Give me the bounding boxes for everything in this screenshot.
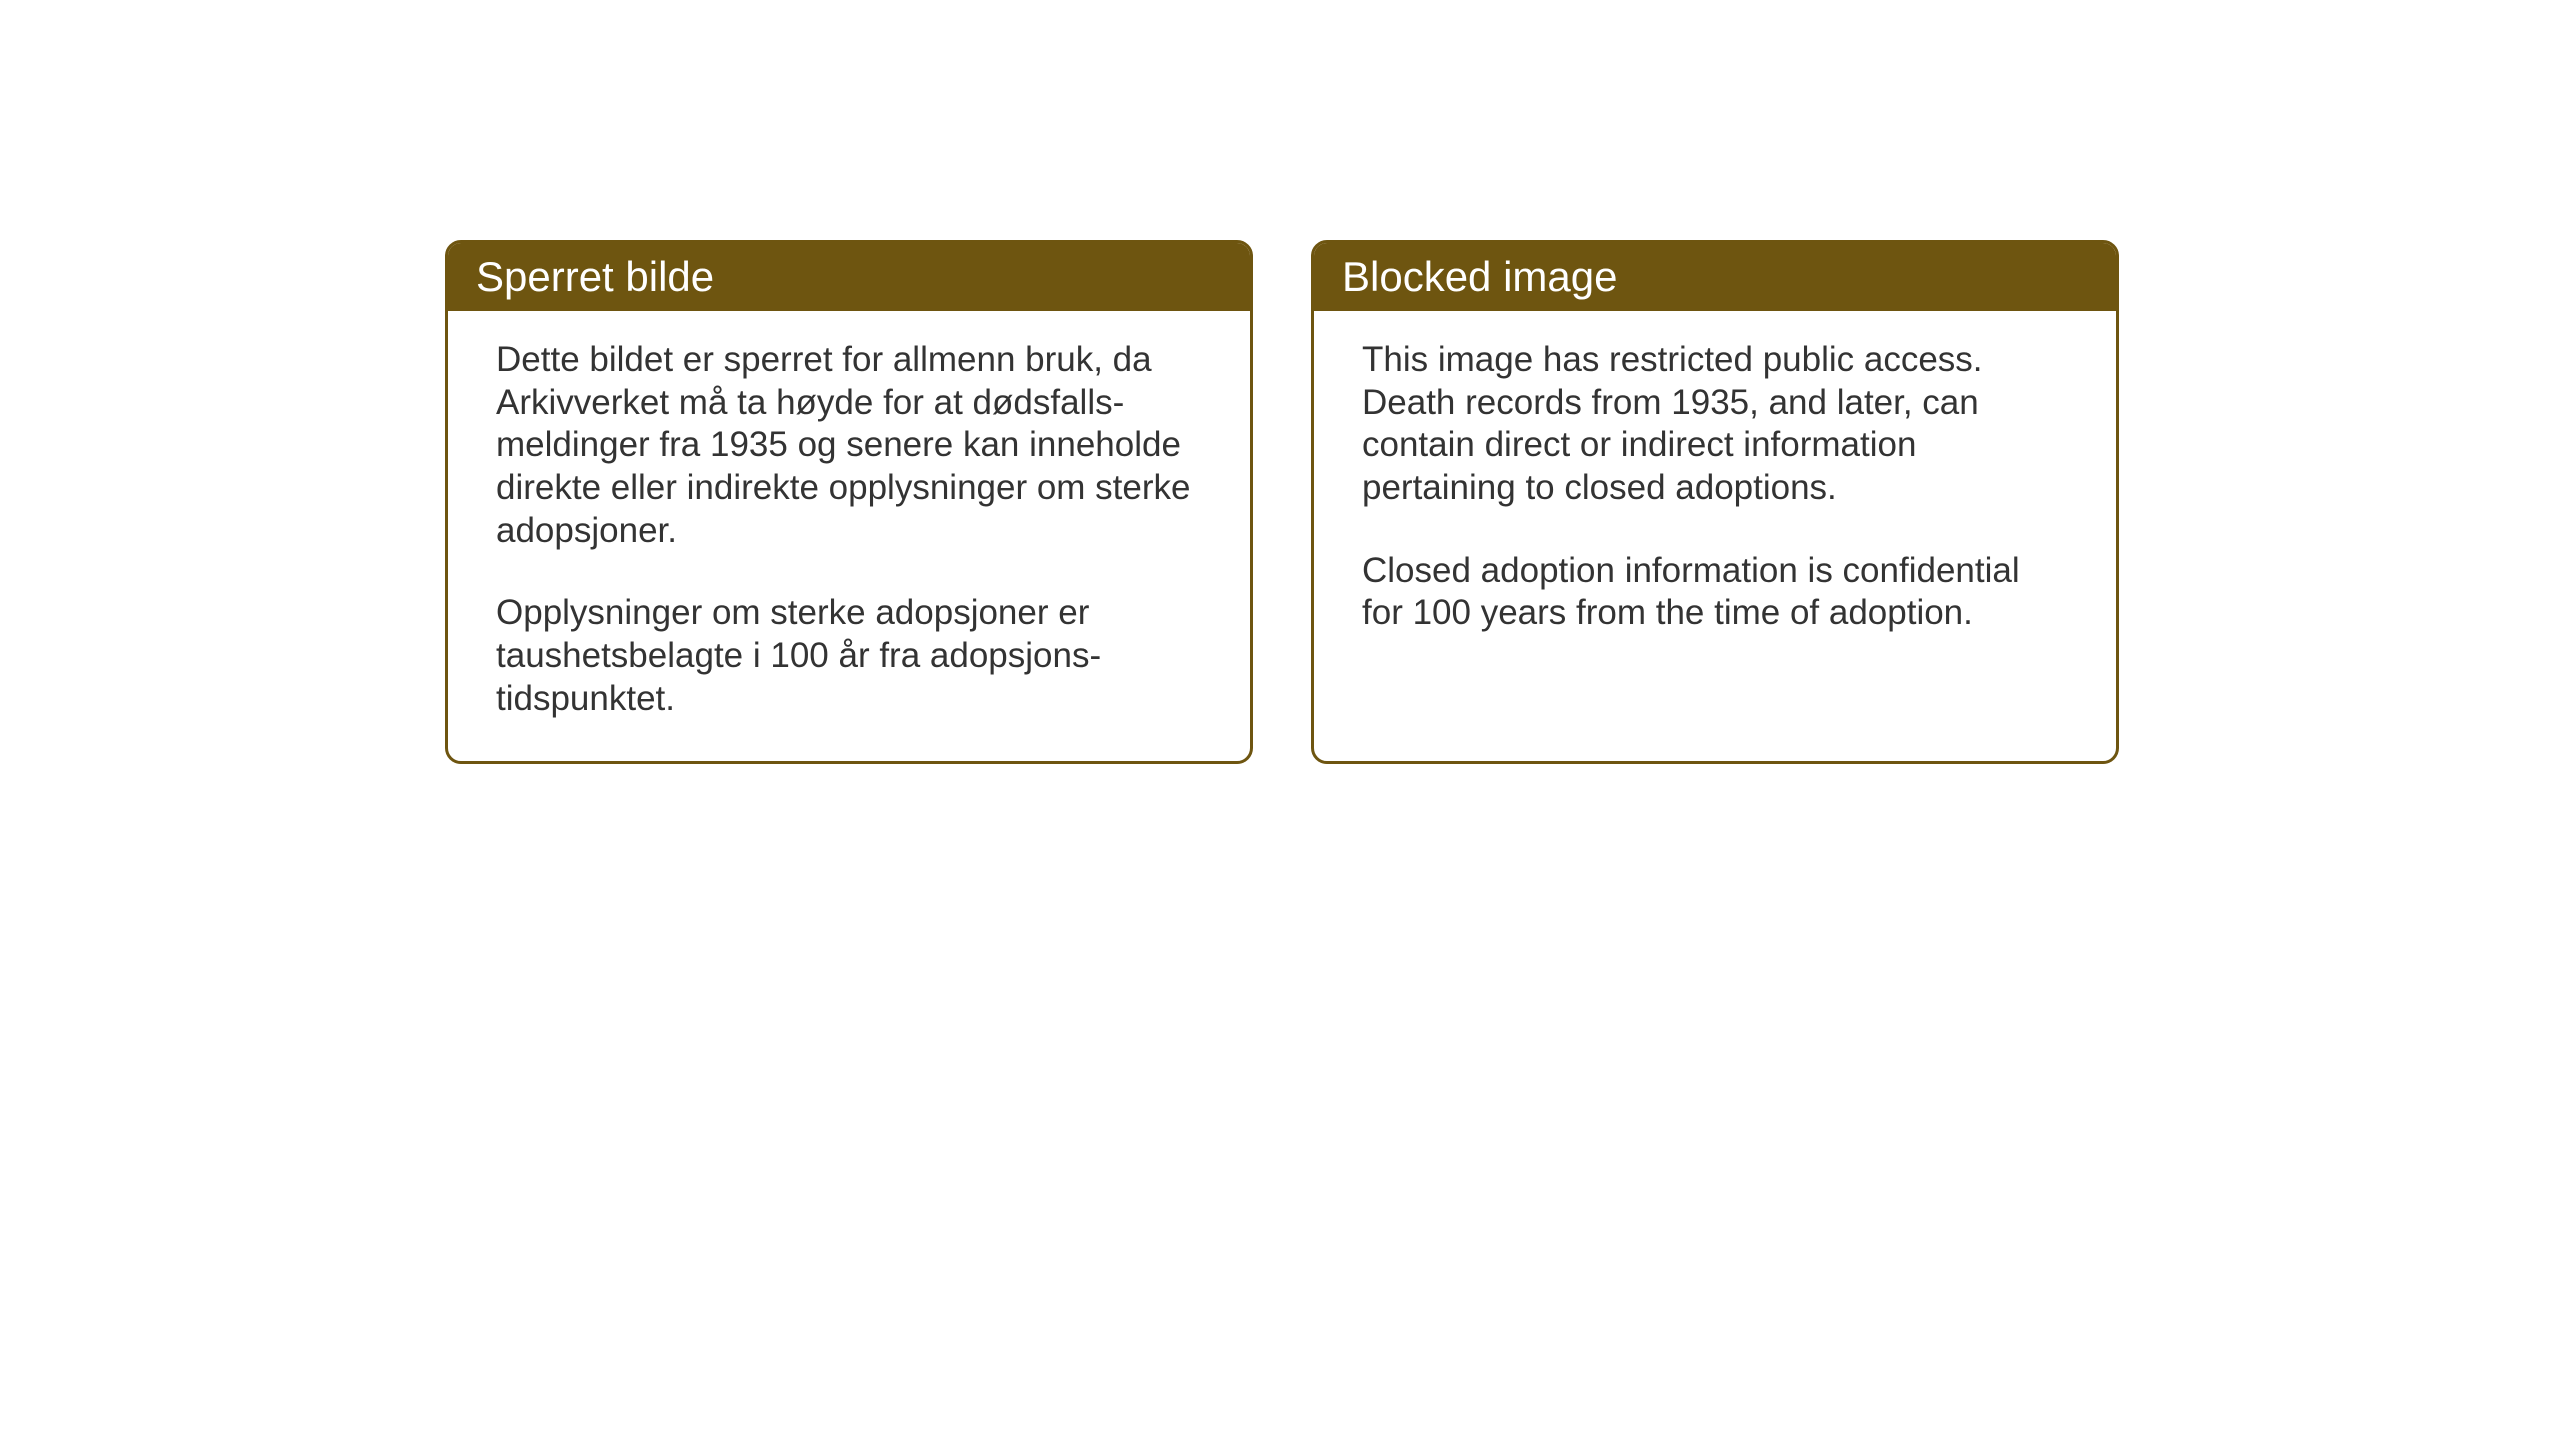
card-header-norwegian: Sperret bilde [448,243,1250,311]
card-title-norwegian: Sperret bilde [476,253,714,300]
notice-container: Sperret bilde Dette bildet er sperret fo… [445,240,2119,764]
card-header-english: Blocked image [1314,243,2116,311]
notice-card-norwegian: Sperret bilde Dette bildet er sperret fo… [445,240,1253,764]
card-body-norwegian: Dette bildet er sperret for allmenn bruk… [448,311,1250,761]
card-body-english: This image has restricted public access.… [1314,311,2116,675]
paragraph-norwegian-1: Dette bildet er sperret for allmenn bruk… [496,339,1202,552]
paragraph-english-1: This image has restricted public access.… [1362,339,2068,510]
paragraph-english-2: Closed adoption information is confident… [1362,550,2068,635]
card-title-english: Blocked image [1342,253,1617,300]
notice-card-english: Blocked image This image has restricted … [1311,240,2119,764]
paragraph-norwegian-2: Opplysninger om sterke adopsjoner er tau… [496,592,1202,720]
